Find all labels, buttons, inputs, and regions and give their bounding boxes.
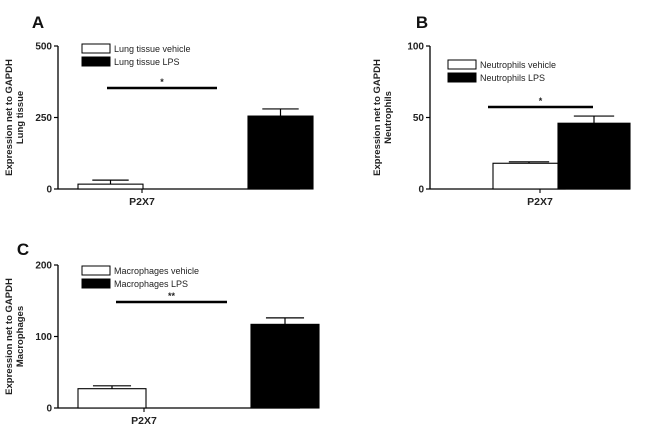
y-tick-label: 50 (413, 113, 425, 124)
bar-lps (557, 122, 631, 190)
y-tick-label: 0 (418, 185, 424, 196)
legend-swatch (81, 43, 111, 54)
legend-swatch (81, 278, 111, 289)
legend-entry-label: Neutrophils LPS (480, 73, 545, 83)
legend-swatch (81, 265, 111, 276)
legend-entry-label: Macrophages LPS (114, 279, 188, 289)
panel-label: C (17, 240, 29, 259)
x-category-label: P2X7 (129, 196, 155, 208)
y-axis-title-line: Expression net to GAPDH (4, 59, 15, 176)
legend-entry-label: Lung tissue LPS (114, 57, 180, 67)
panel-label: A (32, 13, 44, 32)
chart-panel-a: A Expression net to GAPDH Lung tissue 0 250 5… (4, 13, 314, 208)
y-axis-title-line: Neutrophils (383, 91, 394, 144)
legend-entry-label: Lung tissue vehicle (114, 44, 191, 54)
legend-swatch (447, 72, 477, 83)
bar-lps (250, 323, 320, 409)
chart-panel-c: C Expression net to GAPDH Macrophages 0 100 2… (4, 240, 320, 424)
y-axis-title-line: Macrophages (15, 306, 26, 367)
y-tick-label: 200 (35, 261, 52, 272)
legend-entry-label: Neutrophils vehicle (480, 60, 556, 70)
legend-swatch (447, 59, 477, 70)
y-tick-label: 500 (35, 42, 52, 53)
y-tick-label: 0 (46, 185, 52, 196)
bar-vehicle (77, 388, 147, 409)
legend-entry-label: Macrophages vehicle (114, 266, 199, 276)
chart-panel-b: B Expression net to GAPDH Neutrophils 0 50 10… (372, 13, 631, 208)
bar-vehicle (77, 183, 144, 190)
x-category-label: P2X7 (131, 415, 157, 424)
y-tick-label: 250 (35, 113, 52, 124)
bar-lps (247, 115, 314, 190)
significance-marker: * (539, 96, 543, 106)
significance-marker: * (160, 77, 164, 87)
y-axis-title-line: Expression net to GAPDH (372, 59, 383, 176)
y-tick-label: 0 (46, 404, 52, 415)
y-axis-title-line: Lung tissue (15, 91, 26, 144)
y-tick-label: 100 (407, 42, 424, 53)
legend-swatch (81, 56, 111, 67)
bar-vehicle (492, 162, 566, 190)
y-tick-label: 100 (35, 332, 52, 343)
x-category-label: P2X7 (527, 196, 553, 208)
significance-marker: ** (168, 291, 176, 301)
panel-label: B (416, 13, 428, 32)
y-axis-title-line: Expression net to GAPDH (4, 278, 15, 395)
